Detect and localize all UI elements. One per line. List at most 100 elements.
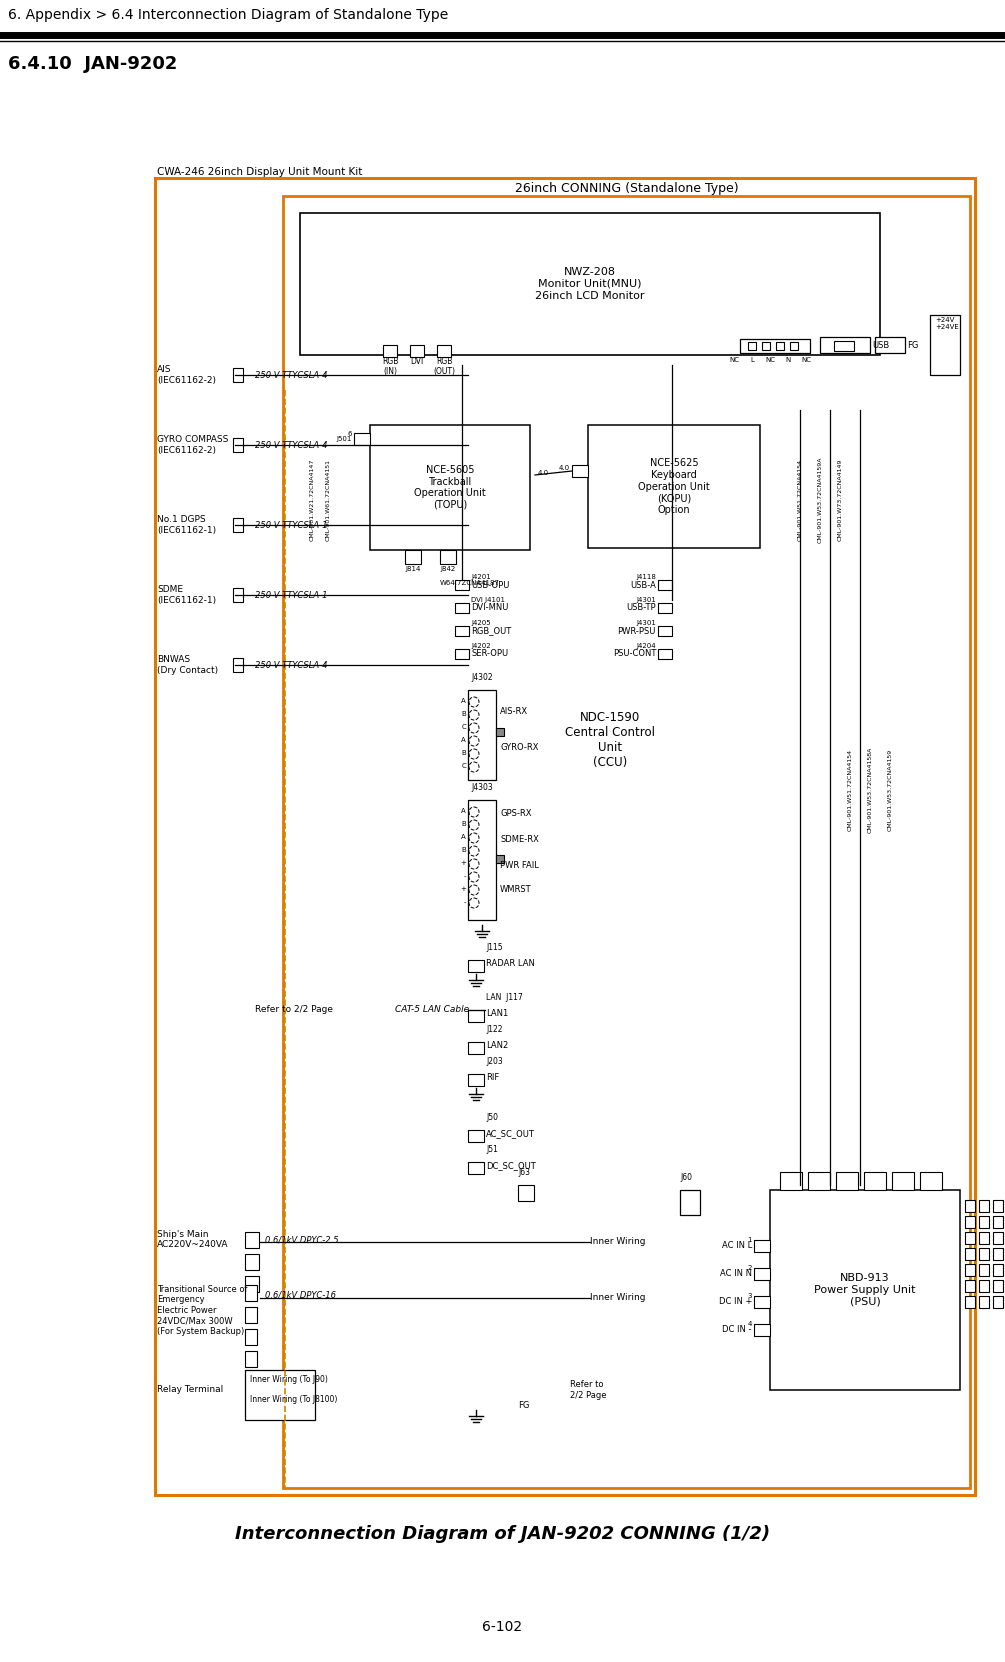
Bar (748, 342, 756, 351)
Text: DVI: DVI (410, 357, 424, 366)
Text: 2: 2 (748, 1265, 752, 1271)
Text: CML-901.W21.72CNA4147: CML-901.W21.72CNA4147 (310, 459, 315, 542)
Bar (965, 1232, 975, 1243)
Text: J4302: J4302 (471, 673, 492, 681)
Bar (437, 346, 451, 357)
Text: CML-901.W53.72CNA4159A: CML-901.W53.72CNA4159A (817, 457, 822, 543)
Text: USB-A: USB-A (630, 580, 656, 590)
Text: AC IN N: AC IN N (720, 1270, 752, 1278)
Bar (965, 1217, 975, 1228)
Bar (233, 367, 243, 382)
Text: C: C (461, 725, 466, 730)
Bar (770, 1190, 960, 1389)
Bar (468, 1010, 484, 1022)
Bar (468, 1042, 484, 1054)
Bar (468, 799, 496, 921)
Text: J122: J122 (486, 1025, 502, 1034)
Text: J51: J51 (486, 1145, 497, 1153)
Text: CML-901.W51.72CNA4154: CML-901.W51.72CNA4154 (798, 459, 803, 542)
Bar (740, 339, 810, 352)
Bar (245, 1306, 257, 1323)
Bar (233, 519, 243, 532)
Text: J4202: J4202 (471, 643, 490, 648)
Text: A: A (461, 808, 466, 814)
Text: 250 V TTYCSLA-4: 250 V TTYCSLA-4 (255, 440, 328, 449)
Text: J814: J814 (405, 567, 421, 572)
Bar (754, 1268, 770, 1280)
Bar (572, 465, 588, 477)
Text: AIS
(IEC61162-2): AIS (IEC61162-2) (157, 366, 216, 384)
Bar (834, 341, 854, 351)
Bar (245, 1232, 259, 1248)
Text: RGB
(OUT): RGB (OUT) (433, 357, 455, 376)
Text: N: N (785, 357, 791, 362)
Text: DC IN -: DC IN - (723, 1326, 752, 1335)
Text: NC: NC (729, 357, 739, 362)
Text: J4201: J4201 (471, 573, 490, 580)
Bar (892, 1172, 914, 1190)
Text: 4.0: 4.0 (559, 465, 570, 470)
Text: AC_SC_OUT: AC_SC_OUT (486, 1130, 535, 1138)
Bar (410, 346, 424, 357)
Bar (808, 1172, 830, 1190)
Text: 3: 3 (748, 1293, 752, 1300)
Text: B: B (461, 848, 466, 853)
Text: 0.6/1kV DPYC-2.5: 0.6/1kV DPYC-2.5 (265, 1235, 339, 1245)
Bar (754, 1296, 770, 1308)
Text: USB: USB (872, 341, 889, 349)
Text: A: A (461, 736, 466, 743)
Text: SDME
(IEC61162-1): SDME (IEC61162-1) (157, 585, 216, 605)
Text: NC: NC (801, 357, 811, 362)
Text: FG: FG (907, 341, 919, 349)
Text: 250 V TTYCSLA-1: 250 V TTYCSLA-1 (255, 590, 328, 600)
Text: NCE-5605
Trackball
Operation Unit
(TOPU): NCE-5605 Trackball Operation Unit (TOPU) (414, 465, 485, 510)
Bar (468, 690, 496, 779)
Text: -: - (463, 899, 466, 906)
Text: J63: J63 (518, 1168, 530, 1177)
Text: AC IN L: AC IN L (722, 1242, 752, 1250)
Text: 4.0: 4.0 (538, 470, 549, 475)
Text: Refer to 2/2 Page: Refer to 2/2 Page (255, 1006, 333, 1014)
Text: LAN2: LAN2 (486, 1042, 509, 1050)
Bar (979, 1232, 989, 1243)
Text: SDME-RX: SDME-RX (500, 836, 539, 844)
Bar (920, 1172, 942, 1190)
Bar (300, 213, 880, 356)
Text: B: B (461, 711, 466, 716)
Text: J4204: J4204 (636, 643, 656, 648)
Text: RGB_OUT: RGB_OUT (471, 627, 512, 635)
Bar (754, 1325, 770, 1336)
Text: DVI-MNU: DVI-MNU (471, 603, 509, 613)
Bar (965, 1200, 975, 1212)
Bar (245, 1330, 257, 1345)
Bar (979, 1200, 989, 1212)
Text: SER-OPU: SER-OPU (471, 650, 509, 658)
Text: L: L (750, 357, 754, 362)
Bar (245, 1369, 315, 1419)
Bar (354, 434, 370, 445)
Bar (965, 1248, 975, 1260)
Bar (658, 603, 672, 613)
Text: CML-901.W53.72CNA4158A: CML-901.W53.72CNA4158A (867, 746, 872, 833)
Text: Inner Wiring (To J90): Inner Wiring (To J90) (250, 1376, 328, 1384)
Bar (754, 1240, 770, 1251)
Text: B: B (461, 821, 466, 828)
Text: GYRO-RX: GYRO-RX (500, 743, 539, 751)
Bar (930, 316, 960, 376)
Text: -: - (463, 873, 466, 879)
Bar (993, 1217, 1003, 1228)
Bar (979, 1248, 989, 1260)
Text: NC: NC (765, 357, 775, 362)
Text: 250 V TTYCSLA-4: 250 V TTYCSLA-4 (255, 660, 328, 670)
Bar (233, 588, 243, 602)
Bar (245, 1255, 259, 1270)
Text: GPS-RX: GPS-RX (500, 808, 532, 818)
Text: NCE-5625
Keyboard
Operation Unit
(KOPU)
Option: NCE-5625 Keyboard Operation Unit (KOPU) … (638, 459, 710, 515)
Bar (455, 627, 469, 637)
Text: RADAR LAN: RADAR LAN (486, 959, 535, 969)
Text: J4205: J4205 (471, 620, 490, 627)
Text: +: + (460, 886, 466, 892)
Bar (370, 425, 530, 550)
Bar (468, 961, 484, 972)
Bar (245, 1276, 259, 1291)
